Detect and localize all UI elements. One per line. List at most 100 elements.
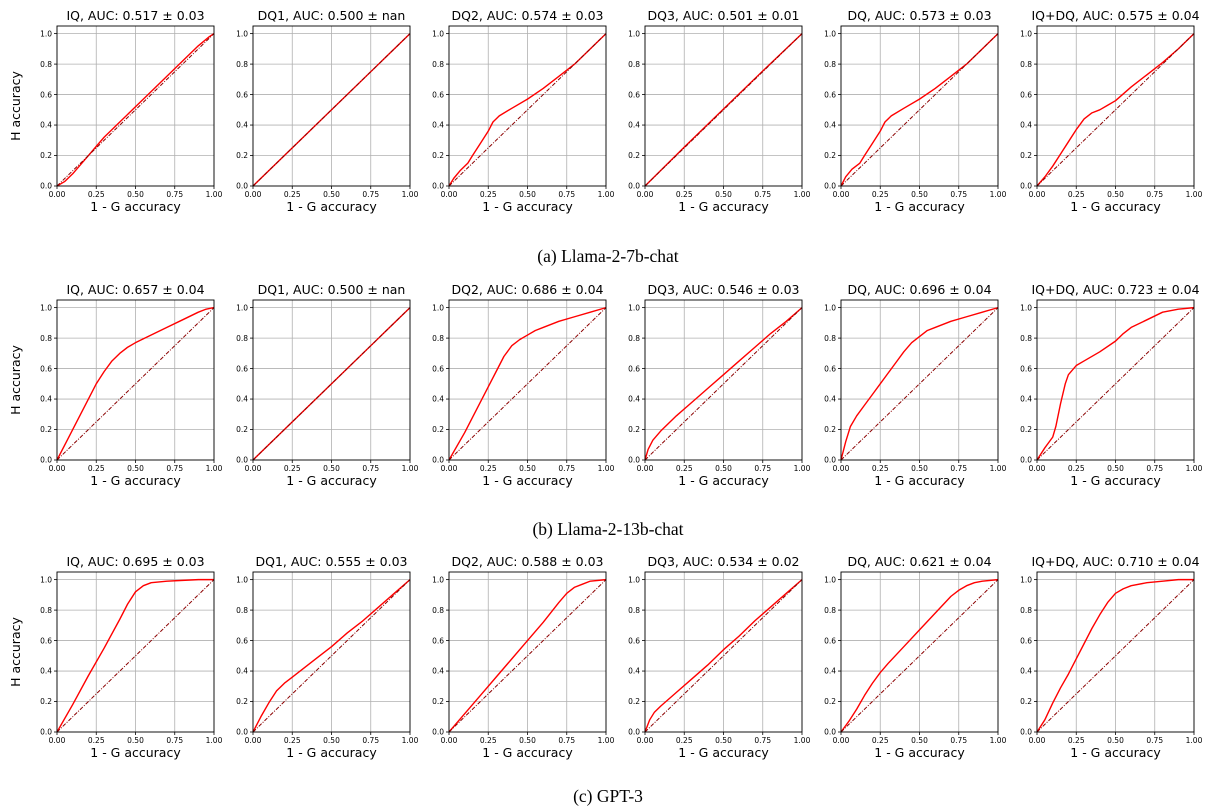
y-tick-label: 1.0 bbox=[432, 29, 444, 38]
plot-frame bbox=[448, 25, 607, 187]
x-tick-label: 0.50 bbox=[519, 190, 536, 199]
y-tick-label: 0.8 bbox=[40, 334, 52, 343]
plot-frame bbox=[644, 571, 803, 733]
x-tick-label: 0.75 bbox=[362, 464, 379, 473]
subplot-title: DQ1, AUC: 0.555 ± 0.03 bbox=[255, 554, 407, 569]
y-tick-label: 0.8 bbox=[40, 60, 52, 69]
y-tick-label: 0.2 bbox=[432, 151, 444, 160]
x-tick-label: 0.50 bbox=[911, 464, 928, 473]
x-tick-label: 0.50 bbox=[127, 190, 144, 199]
y-tick-label: 0.8 bbox=[628, 334, 640, 343]
plot-frame bbox=[1036, 25, 1195, 187]
x-tick-label: 0.50 bbox=[911, 190, 928, 199]
x-tick-label: 0.75 bbox=[1146, 190, 1163, 199]
y-tick-label: 0.8 bbox=[1020, 60, 1032, 69]
y-axis-label: H accuracy bbox=[8, 345, 23, 415]
plot-frame bbox=[840, 25, 999, 187]
x-axis-label: 1 - G accuracy bbox=[482, 199, 573, 214]
y-tick-label: 0.6 bbox=[236, 90, 248, 99]
roc-curve bbox=[1036, 306, 1195, 461]
subplot-title: DQ, AUC: 0.573 ± 0.03 bbox=[847, 8, 991, 23]
x-tick-label: 0.50 bbox=[323, 736, 340, 745]
x-tick-label: 0.00 bbox=[1029, 736, 1046, 745]
x-axis-label: 1 - G accuracy bbox=[874, 745, 965, 760]
y-tick-label: 0.8 bbox=[628, 606, 640, 615]
x-tick-label: 0.75 bbox=[1146, 736, 1163, 745]
y-tick-label: 0.6 bbox=[40, 364, 52, 373]
plot-frame bbox=[56, 571, 215, 733]
x-tick-label: 0.25 bbox=[480, 736, 497, 745]
x-axis-label: 1 - G accuracy bbox=[678, 745, 769, 760]
y-tick-label: 0.6 bbox=[432, 364, 444, 373]
y-tick-label: 0.6 bbox=[40, 90, 52, 99]
subplot-18: 0.00 0.25 0.50 0.75 1.00 0.0 0.2 0.4 0.6 0.8 1.0 IQ… bbox=[1020, 554, 1203, 760]
subplot-8: 0.00 0.25 0.50 0.75 1.00 0.0 0.2 0.4 0.6 0.8 1.0 DQ… bbox=[236, 282, 419, 488]
y-tick-label: 0.4 bbox=[628, 121, 640, 130]
y-tick-label: 0.6 bbox=[824, 364, 836, 373]
subplot-4: 0.00 0.25 0.50 0.75 1.00 0.0 0.2 0.4 0.6 0.8 1.0 DQ… bbox=[628, 8, 811, 214]
y-tick-label: 0.4 bbox=[824, 395, 836, 404]
subplot-title: DQ1, AUC: 0.500 ± nan bbox=[258, 8, 406, 23]
plot-frame bbox=[644, 299, 803, 461]
x-tick-label: 0.25 bbox=[872, 736, 889, 745]
x-axis-label: 1 - G accuracy bbox=[90, 745, 181, 760]
x-tick-label: 1.00 bbox=[794, 736, 811, 745]
roc-curve bbox=[56, 33, 215, 187]
y-tick-label: 1.0 bbox=[1020, 303, 1032, 312]
subplot-17: 0.00 0.25 0.50 0.75 1.00 0.0 0.2 0.4 0.6 0.8 1.0 DQ… bbox=[824, 554, 1007, 760]
subplot-6: 0.00 0.25 0.50 0.75 1.00 0.0 0.2 0.4 0.6 0.8 1.0 IQ… bbox=[1020, 8, 1203, 214]
x-tick-label: 0.75 bbox=[558, 736, 575, 745]
x-axis-label: 1 - G accuracy bbox=[678, 199, 769, 214]
subplot-title: DQ1, AUC: 0.500 ± nan bbox=[258, 282, 406, 297]
chance-diagonal bbox=[252, 579, 411, 733]
y-tick-label: 0.0 bbox=[628, 728, 640, 737]
x-axis-label: 1 - G accuracy bbox=[1070, 473, 1161, 488]
y-tick-label: 0.0 bbox=[1020, 456, 1032, 465]
x-tick-label: 0.75 bbox=[754, 464, 771, 473]
chance-diagonal bbox=[840, 33, 999, 187]
y-tick-label: 1.0 bbox=[40, 303, 52, 312]
roc-curve bbox=[840, 33, 999, 187]
chance-diagonal bbox=[1036, 307, 1195, 461]
x-axis-label: 1 - G accuracy bbox=[482, 473, 573, 488]
x-axis-label: 1 - G accuracy bbox=[874, 473, 965, 488]
x-tick-label: 1.00 bbox=[990, 464, 1007, 473]
x-tick-label: 1.00 bbox=[402, 736, 419, 745]
chance-diagonal bbox=[644, 579, 803, 733]
x-tick-label: 0.75 bbox=[166, 190, 183, 199]
x-tick-label: 0.75 bbox=[362, 190, 379, 199]
y-tick-label: 0.0 bbox=[236, 182, 248, 191]
subplot-title: DQ, AUC: 0.621 ± 0.04 bbox=[847, 554, 991, 569]
x-tick-label: 0.50 bbox=[911, 736, 928, 745]
x-tick-label: 0.50 bbox=[127, 464, 144, 473]
y-tick-label: 0.8 bbox=[1020, 334, 1032, 343]
x-tick-label: 0.00 bbox=[49, 736, 66, 745]
x-axis-label: 1 - G accuracy bbox=[482, 745, 573, 760]
x-tick-label: 0.50 bbox=[519, 736, 536, 745]
y-tick-label: 0.2 bbox=[628, 697, 640, 706]
y-tick-label: 0.4 bbox=[432, 667, 444, 676]
x-tick-label: 1.00 bbox=[1186, 464, 1203, 473]
subplot-10: 0.00 0.25 0.50 0.75 1.00 0.0 0.2 0.4 0.6 0.8 1.0 DQ… bbox=[628, 282, 811, 488]
plot-frame bbox=[56, 25, 215, 187]
y-tick-label: 0.2 bbox=[628, 151, 640, 160]
y-tick-label: 1.0 bbox=[824, 29, 836, 38]
x-tick-label: 1.00 bbox=[206, 464, 223, 473]
chance-diagonal bbox=[1036, 579, 1195, 733]
plot-frame bbox=[1036, 299, 1195, 461]
x-tick-label: 0.00 bbox=[637, 190, 654, 199]
roc-curve bbox=[644, 307, 803, 461]
y-tick-label: 1.0 bbox=[824, 303, 836, 312]
y-tick-label: 0.6 bbox=[628, 364, 640, 373]
x-tick-label: 0.25 bbox=[284, 736, 301, 745]
subplot-title: DQ3, AUC: 0.501 ± 0.01 bbox=[647, 8, 799, 23]
roc-curve bbox=[1036, 33, 1195, 187]
x-tick-label: 0.25 bbox=[480, 190, 497, 199]
y-tick-label: 0.8 bbox=[628, 60, 640, 69]
y-tick-label: 0.0 bbox=[824, 728, 836, 737]
y-tick-label: 0.4 bbox=[236, 667, 248, 676]
y-tick-label: 0.6 bbox=[432, 90, 444, 99]
y-tick-label: 0.6 bbox=[236, 364, 248, 373]
chance-diagonal bbox=[840, 307, 999, 461]
x-tick-label: 1.00 bbox=[1186, 736, 1203, 745]
